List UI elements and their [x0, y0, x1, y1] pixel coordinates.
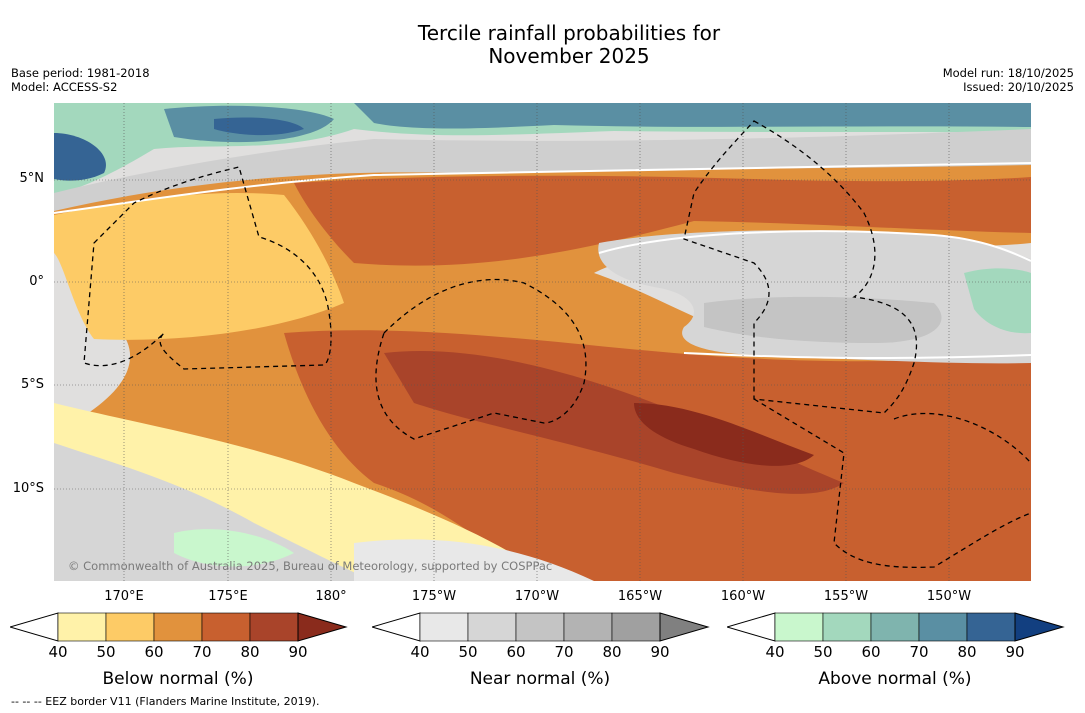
map-title: Tercile rainfall probabilities for Novem… — [0, 22, 1085, 68]
lon-label-150w: 150°W — [926, 589, 972, 604]
cbar-below-seg-3 — [153, 612, 203, 642]
lon-label-175w: 175°W — [411, 589, 457, 604]
model-name: Model: ACCESS-S2 — [11, 80, 118, 94]
cbar-near-tick-70: 70 — [554, 643, 574, 661]
cbar-label-above-normal: Above normal (%) — [818, 669, 972, 689]
cbar-near-tick-80: 80 — [602, 643, 622, 661]
contour-equatorial-north — [598, 230, 1031, 262]
base-period: Base period: 1981-2018 — [11, 66, 150, 80]
cbar-above-arrow-right — [1014, 612, 1065, 642]
below-normal-region-west — [54, 193, 344, 340]
lat-label-5n: 5°N — [19, 171, 45, 186]
cbar-near-seg-3 — [515, 612, 565, 642]
cbar-below-seg-1 — [57, 612, 107, 642]
cbar-below-tick-40: 40 — [48, 643, 68, 661]
lat-label-0: 0° — [29, 274, 44, 289]
eez-border-east — [683, 120, 918, 414]
below-normal-band-north-strong — [294, 175, 1031, 266]
cbar-near-seg-4 — [563, 612, 613, 642]
cbar-below-seg-5 — [249, 612, 299, 642]
contour-north — [54, 162, 1031, 214]
cbar-above-seg-3 — [870, 612, 920, 642]
cbar-above-tick-70: 70 — [909, 643, 929, 661]
lon-label-170e: 170°E — [104, 589, 144, 604]
cbar-above-tick-80: 80 — [957, 643, 977, 661]
cbar-above-seg-2 — [822, 612, 872, 642]
cbar-below-tick-60: 60 — [144, 643, 164, 661]
cbar-below-arrow-left — [10, 612, 59, 642]
cbar-below-seg-4 — [201, 612, 251, 642]
eez-borders — [83, 120, 1031, 568]
title-line-1: Tercile rainfall probabilities for — [417, 21, 721, 45]
graticule — [54, 103, 1031, 581]
cbar-near-tick-40: 40 — [410, 643, 430, 661]
cbar-above-tick-60: 60 — [861, 643, 881, 661]
cbar-above-seg-4 — [918, 612, 968, 642]
lon-label-165w: 165°W — [617, 589, 663, 604]
issued-date: Issued: 20/10/2025 — [963, 80, 1074, 94]
cbar-above-seg-1 — [774, 612, 824, 642]
cbar-near-arrow-left — [372, 612, 421, 642]
above-normal-blob-east — [964, 268, 1031, 334]
cbar-above-tick-90: 90 — [1005, 643, 1025, 661]
cbar-above-arrow-left — [727, 612, 776, 642]
model-run: Model run: 18/10/2025 — [942, 66, 1074, 80]
cbar-near-seg-1 — [419, 612, 469, 642]
above-normal-core-north — [214, 117, 304, 136]
meta-left: Base period: 1981-2018 Model: ACCESS-S2 — [11, 66, 150, 94]
attribution: © Commonwealth of Australia 2025, Bureau… — [68, 559, 553, 573]
colorbar-below-normal — [10, 612, 348, 642]
cbar-below-arrow-right — [297, 612, 348, 642]
above-normal-blob-west — [54, 133, 106, 181]
near-normal-region-south — [354, 539, 594, 581]
cbar-above-seg-5 — [966, 612, 1016, 642]
above-normal-region-north-strong — [354, 103, 1031, 129]
cbar-below-tick-80: 80 — [240, 643, 260, 661]
cbar-above-tick-50: 50 — [813, 643, 833, 661]
cbar-near-tick-60: 60 — [506, 643, 526, 661]
lon-label-180: 180° — [315, 589, 347, 604]
cbar-near-arrow-right — [659, 612, 710, 642]
contour-equatorial-south — [683, 352, 1031, 360]
eez-footnote: -- -- -- EEZ border V11 (Flanders Marine… — [11, 695, 320, 708]
cbar-near-tick-50: 50 — [458, 643, 478, 661]
meta-right: Model run: 18/10/2025 Issued: 20/10/2025 — [943, 66, 1074, 94]
cbar-above-tick-40: 40 — [765, 643, 785, 661]
near-normal-region-southwest — [54, 443, 374, 581]
cbar-below-tick-90: 90 — [288, 643, 308, 661]
cbar-below-seg-2 — [105, 612, 155, 642]
below-normal-peak — [634, 403, 814, 466]
near-normal-core-equatorial — [704, 296, 942, 343]
above-normal-blob-south — [174, 529, 294, 567]
lat-label-5s: 5°S — [20, 377, 44, 392]
lon-label-175e: 175°E — [208, 589, 248, 604]
cbar-near-seg-5 — [611, 612, 661, 642]
lat-label-10s: 10°S — [12, 481, 44, 496]
cbar-below-tick-70: 70 — [192, 643, 212, 661]
cbar-near-tick-90: 90 — [650, 643, 670, 661]
lon-label-155w: 155°W — [823, 589, 869, 604]
lon-label-160w: 160°W — [720, 589, 766, 604]
map-panel — [54, 103, 1031, 581]
colorbar-near-normal — [372, 612, 710, 642]
cbar-label-near-normal: Near normal (%) — [469, 669, 611, 689]
map-svg — [54, 103, 1031, 581]
lon-label-170w: 170°W — [514, 589, 560, 604]
cbar-near-seg-2 — [467, 612, 517, 642]
colorbar-above-normal — [727, 612, 1065, 642]
eez-border-southeast — [753, 398, 1031, 568]
cbar-label-below-normal: Below normal (%) — [102, 669, 254, 689]
title-line-2: November 2025 — [488, 44, 650, 68]
cbar-below-tick-50: 50 — [96, 643, 116, 661]
eez-border-west — [83, 166, 332, 370]
